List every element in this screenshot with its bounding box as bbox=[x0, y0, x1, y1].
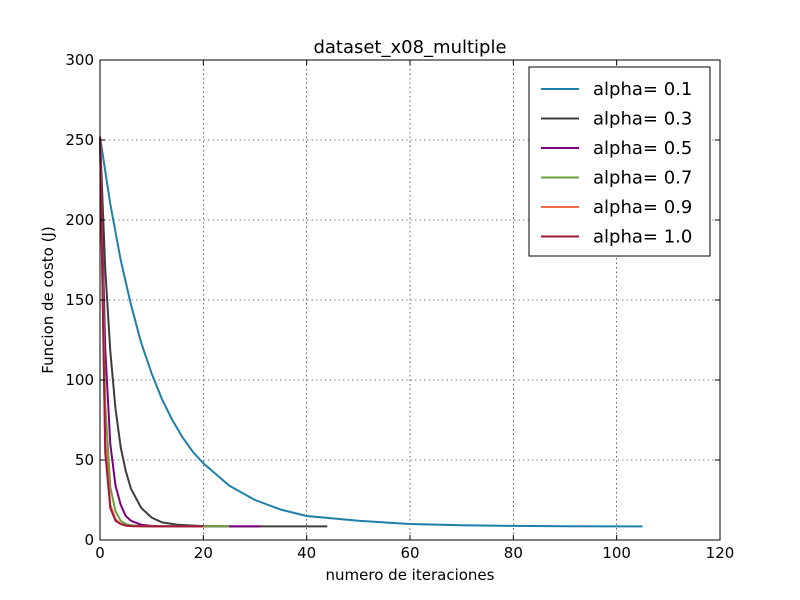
legend-label-5: alpha= 1.0 bbox=[593, 227, 692, 248]
y-tick-label: 250 bbox=[65, 131, 94, 149]
x-tick-label: 0 bbox=[95, 544, 105, 562]
legend-label-3: alpha= 0.7 bbox=[593, 168, 692, 189]
y-tick-label: 100 bbox=[65, 371, 94, 389]
x-tick-label: 60 bbox=[400, 544, 419, 562]
legend-label-4: alpha= 0.9 bbox=[593, 197, 692, 218]
series-line-5 bbox=[99, 136, 204, 528]
series-line-2 bbox=[99, 136, 261, 528]
series-line-1 bbox=[99, 136, 328, 528]
series-line-0 bbox=[99, 136, 643, 528]
series-lines bbox=[99, 136, 643, 528]
y-axis-label: Funcion de costo (J) bbox=[39, 226, 57, 373]
x-tick-label: 100 bbox=[602, 544, 631, 562]
grid-lines bbox=[100, 60, 720, 540]
y-tick-label: 50 bbox=[75, 451, 94, 469]
legend-label-2: alpha= 0.5 bbox=[593, 138, 692, 159]
y-tick-label: 0 bbox=[84, 531, 94, 549]
axis-ticks: 0 20 40 60 80 100 120 0 50 100 150 200 250 300 bbox=[65, 51, 734, 562]
legend: alpha= 0.1 alpha= 0.3 alpha= 0.5 alpha= 0.7… bbox=[528, 66, 711, 257]
x-tick-label: 40 bbox=[297, 544, 316, 562]
y-tick-label: 300 bbox=[65, 51, 94, 69]
legend-label-1: alpha= 0.3 bbox=[593, 109, 692, 130]
x-tick-label: 80 bbox=[504, 544, 523, 562]
legend-label-0: alpha= 0.1 bbox=[593, 79, 692, 100]
x-tick-label: 20 bbox=[194, 544, 213, 562]
y-tick-label: 150 bbox=[65, 291, 94, 309]
legend-box bbox=[528, 66, 711, 257]
y-tick-label: 200 bbox=[65, 211, 94, 229]
chart-title: dataset_x08_multiple bbox=[313, 37, 506, 58]
x-axis-label: numero de iteraciones bbox=[326, 566, 495, 584]
series-line-4 bbox=[99, 136, 204, 528]
x-tick-label: 120 bbox=[706, 544, 735, 562]
